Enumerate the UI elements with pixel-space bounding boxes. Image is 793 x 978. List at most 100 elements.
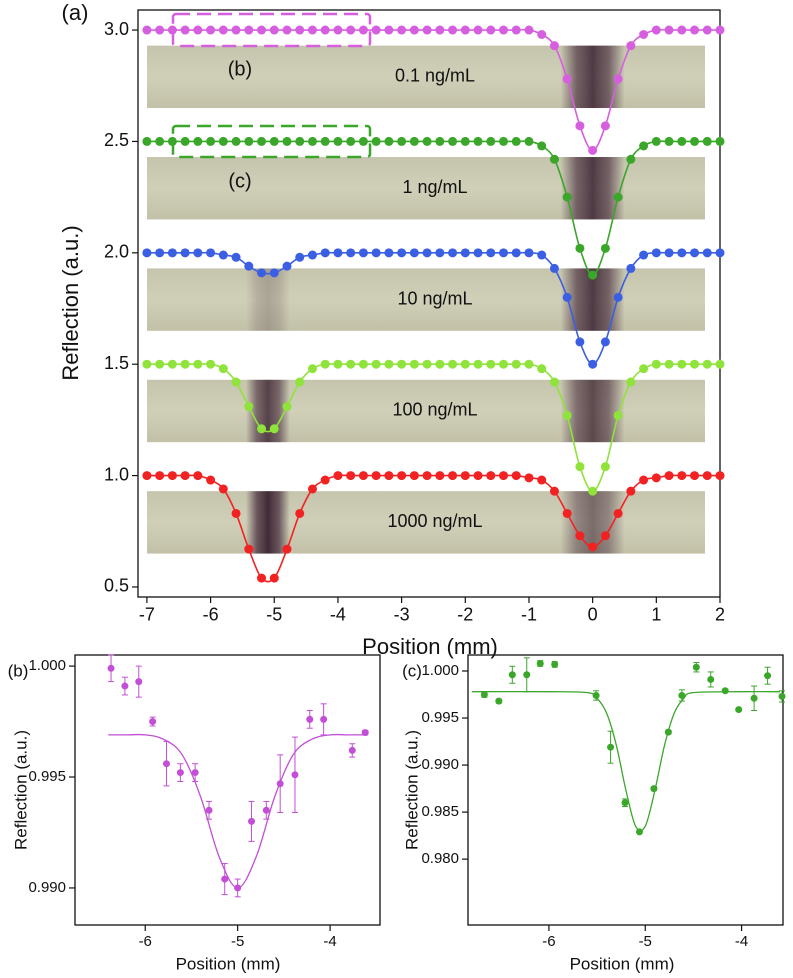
data-point	[320, 248, 330, 258]
data-point	[562, 292, 572, 302]
data-point	[460, 471, 470, 481]
plot-frame	[74, 654, 381, 926]
data-point	[422, 136, 432, 146]
data-point	[524, 136, 534, 146]
data-point	[358, 25, 368, 35]
strip-band	[560, 157, 625, 220]
data-point	[639, 141, 649, 151]
data-point	[218, 250, 228, 260]
data-point	[282, 25, 292, 35]
series-line	[146, 28, 720, 152]
y-tick-label: 1.0	[104, 464, 129, 484]
y-axis-title: Reflection (a.u.)	[402, 730, 421, 850]
data-point	[721, 687, 729, 695]
data-point	[206, 475, 216, 485]
data-point	[371, 359, 381, 369]
x-tick-label: -4	[735, 933, 748, 950]
data-point	[155, 359, 165, 369]
data-point	[473, 248, 483, 258]
data-point	[422, 471, 432, 481]
y-axis-title: Reflection (a.u.)	[58, 225, 83, 380]
data-point	[371, 471, 381, 481]
data-point	[257, 424, 267, 434]
x-tick-label: -7	[139, 605, 155, 625]
data-point	[549, 486, 559, 496]
data-point	[155, 248, 165, 258]
data-point	[511, 471, 521, 481]
data-point	[206, 25, 216, 35]
data-point	[135, 678, 143, 686]
series-line	[146, 140, 720, 276]
x-tick-label: -2	[457, 605, 473, 625]
panel-label: (a)	[62, 0, 89, 25]
data-point	[205, 806, 213, 814]
data-point	[269, 25, 279, 35]
y-tick-label: 0.995	[421, 709, 459, 726]
data-point	[549, 41, 559, 51]
y-tick-label: 0.990	[421, 756, 459, 773]
data-point	[422, 248, 432, 258]
y-tick-label: 3.0	[104, 19, 129, 39]
data-point	[764, 672, 772, 680]
data-point	[551, 660, 559, 668]
data-point	[613, 410, 623, 420]
data-point	[306, 715, 314, 723]
data-point	[702, 248, 712, 258]
data-point	[333, 359, 343, 369]
data-point	[702, 136, 712, 146]
data-point	[346, 136, 356, 146]
data-point	[282, 136, 292, 146]
data-point	[600, 243, 610, 253]
data-point	[257, 25, 267, 35]
data-point	[511, 248, 521, 258]
data-point	[180, 25, 190, 35]
data-point	[231, 136, 241, 146]
data-point	[664, 136, 674, 146]
data-point	[149, 718, 157, 726]
data-point	[715, 136, 725, 146]
data-point	[193, 25, 203, 35]
data-point	[499, 471, 509, 481]
data-point	[707, 675, 715, 683]
data-point	[524, 473, 534, 483]
data-point	[715, 359, 725, 369]
y-tick-label: 2.5	[104, 130, 129, 150]
plot-frame	[137, 9, 721, 598]
data-point	[221, 875, 229, 883]
data-point	[562, 74, 572, 84]
strip-band	[560, 45, 625, 109]
data-point	[422, 359, 432, 369]
data-point	[231, 377, 241, 387]
data-point	[575, 243, 585, 253]
data-point	[333, 25, 343, 35]
data-point	[257, 573, 267, 583]
data-point	[549, 377, 559, 387]
data-point	[575, 121, 585, 131]
data-point	[549, 154, 559, 164]
data-point	[702, 359, 712, 369]
panel: -7 -6 -5 -4 -3 -2 -1 0 1 20.51.01.52.02.53.0Posit…	[58, 0, 725, 659]
data-point	[499, 359, 509, 369]
data-point	[409, 359, 419, 369]
data-point	[651, 136, 661, 146]
image-strip: 10 ng/mL	[147, 268, 705, 331]
x-tick-label: -6	[139, 933, 152, 950]
data-point	[397, 471, 407, 481]
data-point	[537, 141, 547, 151]
data-point	[167, 25, 177, 35]
data-point	[307, 250, 317, 260]
data-point	[244, 402, 254, 412]
data-point	[692, 663, 700, 671]
data-point	[244, 136, 254, 146]
data-point	[460, 136, 470, 146]
data-point	[163, 760, 170, 768]
data-point	[206, 359, 216, 369]
data-point	[613, 508, 623, 518]
y-tick-label: 1.5	[104, 353, 129, 373]
data-point	[155, 471, 165, 481]
y-tick-label: 1.000	[28, 657, 66, 674]
data-point	[750, 694, 758, 702]
data-point	[588, 270, 598, 280]
data-point	[320, 359, 330, 369]
